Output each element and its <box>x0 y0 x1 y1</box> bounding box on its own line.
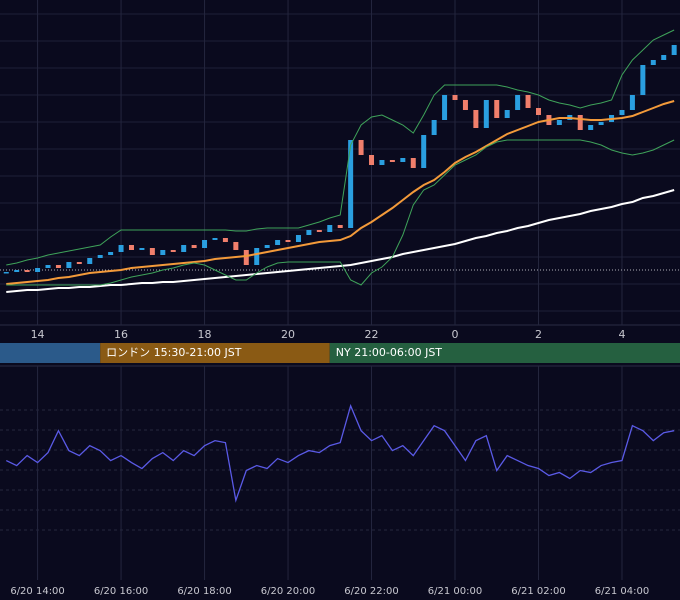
candle <box>233 242 239 250</box>
candle <box>264 245 270 248</box>
candle <box>473 110 479 128</box>
x-tick-label: 6/20 14:00 <box>10 586 64 597</box>
session-label: ロンドン 15:30-21:00 JST <box>106 346 242 359</box>
indicator-line <box>6 139 675 286</box>
x-tick-label: 6/21 04:00 <box>595 586 649 597</box>
oscillator-line <box>5 403 675 503</box>
candle <box>431 120 437 135</box>
candle <box>556 120 562 125</box>
candle <box>118 245 124 252</box>
x-tick-label: 6/20 22:00 <box>344 586 398 597</box>
x-tick-label: 18 <box>198 328 212 341</box>
indicator-line <box>6 100 675 285</box>
candle <box>462 100 468 110</box>
candle <box>243 250 249 265</box>
candle <box>160 250 166 255</box>
x-tick-label: 0 <box>452 328 459 341</box>
candle <box>66 262 72 268</box>
indicator-line <box>6 189 675 293</box>
x-tick-label: 20 <box>281 328 295 341</box>
x-tick-label: 6/21 00:00 <box>428 586 482 597</box>
candle <box>535 108 541 115</box>
candle <box>504 110 510 118</box>
candle <box>379 160 385 165</box>
session-bar <box>0 343 101 363</box>
session-bar <box>100 343 330 363</box>
x-tick-label: 22 <box>365 328 379 341</box>
candle <box>577 115 583 130</box>
candle <box>619 110 625 115</box>
candle <box>421 135 427 168</box>
candle <box>14 270 20 272</box>
candle <box>202 240 208 248</box>
x-tick-label: 6/20 20:00 <box>261 586 315 597</box>
candle <box>348 140 354 228</box>
candle <box>483 100 489 128</box>
candle <box>358 140 364 155</box>
osc-grid <box>0 409 680 531</box>
candle <box>87 258 93 264</box>
candle <box>327 225 333 232</box>
candle <box>285 240 291 242</box>
candle <box>55 265 61 268</box>
candle <box>671 45 677 55</box>
candle <box>661 55 667 60</box>
candle <box>389 160 395 162</box>
candle <box>494 100 500 118</box>
indicator-line <box>6 29 675 266</box>
x-tick-label: 2 <box>535 328 542 341</box>
candle <box>640 65 646 95</box>
candle <box>525 95 531 108</box>
candle <box>108 252 114 255</box>
x-tick-label: 6/21 02:00 <box>511 586 565 597</box>
candle <box>295 235 301 242</box>
candle <box>306 230 312 235</box>
candle <box>45 265 51 268</box>
candle <box>588 125 594 130</box>
x-tick-label: 6/20 18:00 <box>177 586 231 597</box>
candle <box>400 158 406 162</box>
candle <box>149 248 155 255</box>
session-label: NY 21:00-06:00 JST <box>336 346 443 359</box>
x-tick-label: 16 <box>114 328 128 341</box>
candle <box>35 268 41 272</box>
candle <box>76 262 82 264</box>
candle <box>139 248 145 250</box>
candle <box>442 95 448 120</box>
x-tick-label: 6/20 16:00 <box>94 586 148 597</box>
candle <box>629 95 635 110</box>
candle <box>24 270 30 272</box>
candle <box>598 122 604 125</box>
candle <box>170 250 176 252</box>
candle <box>369 155 375 165</box>
candle <box>275 240 281 245</box>
candle <box>97 255 103 258</box>
candle <box>191 245 197 248</box>
candle <box>316 230 322 232</box>
candle <box>515 95 521 110</box>
session-bar <box>329 343 680 363</box>
candle <box>181 245 187 252</box>
candle <box>128 245 134 250</box>
x-tick-label: 14 <box>31 328 45 341</box>
candle <box>3 272 9 274</box>
candle <box>337 225 343 228</box>
candle <box>254 248 260 265</box>
candle <box>452 95 458 100</box>
h-grid <box>0 13 680 312</box>
candle <box>650 60 656 65</box>
x-tick-label: 4 <box>618 328 625 341</box>
candle <box>212 238 218 240</box>
candle <box>222 238 228 242</box>
candle <box>410 158 416 168</box>
